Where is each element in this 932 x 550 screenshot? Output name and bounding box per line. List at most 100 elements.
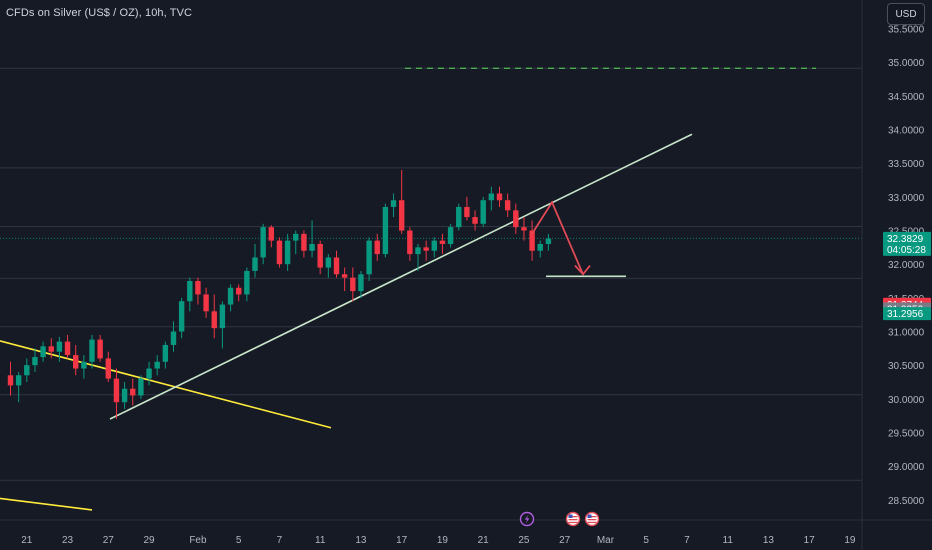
candle: [97, 334, 103, 362]
price-tick-label: 32.0000: [888, 260, 925, 271]
time-tick-label: 7: [277, 535, 283, 546]
candle: [187, 277, 193, 312]
candle: [529, 220, 535, 261]
price-tick-label: 34.0000: [888, 126, 925, 137]
candle: [537, 240, 543, 258]
candle: [170, 321, 177, 352]
candle: [504, 193, 511, 218]
candle: [105, 351, 111, 382]
price-tick-label: 34.5000: [888, 92, 925, 103]
candle: [407, 227, 413, 261]
bar-countdown: 04:05:28: [887, 245, 926, 256]
candle: [15, 371, 22, 403]
candle: [178, 297, 185, 339]
price-tick-label: 33.5000: [888, 159, 925, 170]
candle: [382, 203, 389, 258]
time-axis[interactable]: 21 23 27 29 Feb 5 7 11 13 17 19 21 25 27 Mar 5 7 11 13 17 19: [0, 519, 932, 546]
candle: [545, 233, 552, 251]
us-flag-icon[interactable]: [584, 511, 600, 527]
candle: [138, 375, 144, 399]
candle: [236, 284, 242, 302]
price-label-value: 32.3829: [887, 234, 924, 245]
candle: [456, 203, 462, 231]
candle: [89, 334, 95, 369]
candle: [496, 186, 503, 207]
candle: [64, 334, 71, 359]
time-tick-label: 23: [62, 535, 74, 546]
candle: [284, 233, 291, 271]
time-tick-label: 17: [804, 535, 816, 546]
candle: [130, 378, 136, 406]
us-flag-icon[interactable]: [565, 511, 581, 527]
event-markers[interactable]: [519, 511, 600, 527]
time-tick-label: 17: [396, 535, 408, 546]
candle: [423, 240, 429, 261]
time-tick-label: 11: [315, 535, 326, 546]
time-tick-label: Feb: [189, 535, 207, 546]
candle: [219, 301, 226, 349]
candle: [113, 368, 120, 420]
ascending-trendline[interactable]: [109, 133, 693, 420]
price-tick-label: 29.5000: [888, 428, 925, 439]
candle: [488, 186, 495, 211]
candle: [293, 230, 299, 255]
time-tick-label: 21: [21, 535, 33, 546]
price-tick-label: 35.0000: [888, 58, 925, 69]
lower-trendline[interactable]: [0, 497, 93, 511]
candle: [390, 193, 397, 218]
candlestick-series: [7, 169, 552, 420]
time-tick-label: 27: [103, 535, 115, 546]
price-axis[interactable]: 28.5000 29.0000 29.5000 30.0000 30.5000 31.00…: [861, 0, 932, 550]
candle: [521, 217, 527, 241]
candle: [121, 381, 128, 409]
time-tick-label: 19: [437, 535, 449, 546]
price-tick-label: 30.0000: [888, 395, 925, 406]
lightning-icon[interactable]: [519, 511, 535, 527]
time-tick-label: 29: [143, 535, 155, 546]
candle: [203, 287, 209, 319]
candle: [48, 338, 54, 359]
price-label-value: 31.2956: [887, 309, 924, 320]
candle: [73, 344, 79, 376]
time-tick-label: 5: [643, 535, 649, 546]
candle: [301, 230, 307, 258]
candle: [358, 270, 364, 298]
candle: [472, 210, 478, 231]
candle: [399, 169, 405, 234]
candle: [374, 233, 380, 261]
candle: [333, 250, 340, 278]
price-tick-label: 28.5000: [888, 496, 925, 507]
candle: [366, 237, 372, 282]
price-tick-label: 31.0000: [888, 328, 925, 339]
fib-level-lines: [0, 67, 862, 481]
candle: [154, 355, 160, 376]
descending-trendline[interactable]: [0, 340, 332, 429]
projection-arrow[interactable]: [531, 200, 584, 275]
time-tick-label: 11: [723, 535, 734, 546]
price-tick-label: 29.0000: [888, 462, 925, 473]
time-tick-label: 13: [355, 535, 367, 546]
time-tick-label: 5: [236, 535, 242, 546]
candle: [146, 361, 152, 386]
candle: [480, 196, 486, 228]
candle: [252, 243, 258, 278]
candle: [211, 294, 217, 339]
time-tick-label: Mar: [597, 535, 615, 546]
candle: [464, 196, 470, 221]
candle: [24, 358, 30, 382]
currency-button[interactable]: USD: [887, 3, 925, 25]
time-tick-label: 21: [478, 535, 490, 546]
drawing-layer-front[interactable]: [405, 67, 816, 278]
candle: [415, 243, 421, 271]
price-tick-label: 30.5000: [888, 361, 925, 372]
candle: [350, 267, 356, 302]
drawing-layer[interactable]: [0, 133, 693, 511]
candle: [260, 223, 266, 265]
time-tick-label: 13: [763, 535, 775, 546]
candle: [56, 336, 63, 362]
candle: [32, 348, 38, 372]
arrow-head: [574, 264, 591, 276]
